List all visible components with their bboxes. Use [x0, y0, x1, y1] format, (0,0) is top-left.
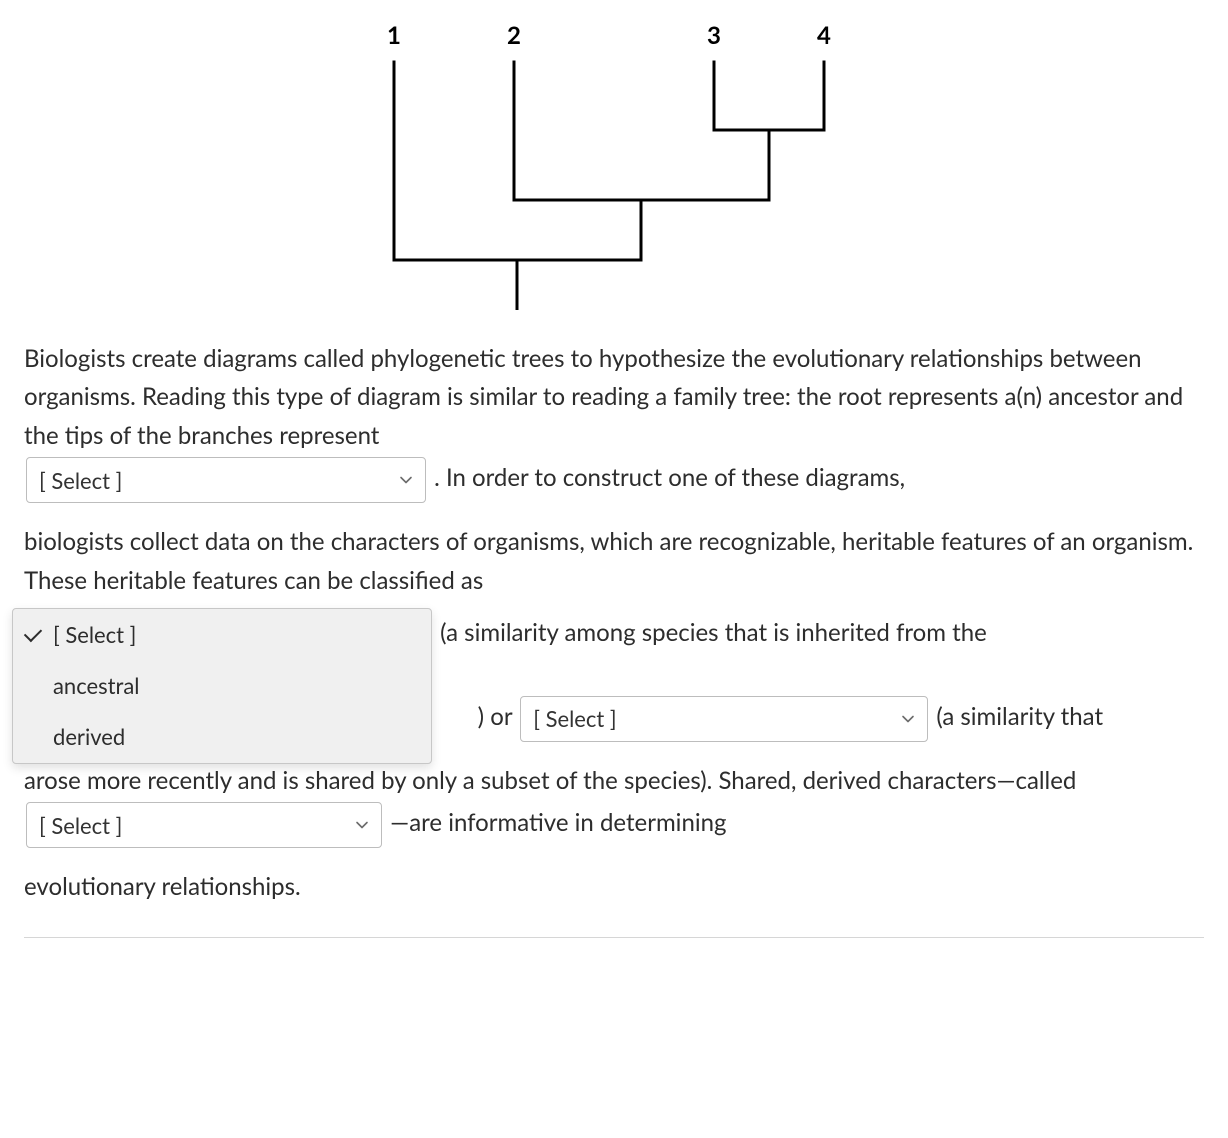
chevron-down-icon: [901, 712, 915, 726]
text-segment: (a similarity among species that is inhe…: [440, 618, 987, 647]
select-2-dropdown-open[interactable]: [ Select ]ancestralderived: [12, 608, 432, 764]
text-segment: —are informative in determining: [390, 808, 726, 837]
chevron-down-icon: [399, 473, 413, 487]
select-1[interactable]: [ Select ]: [26, 457, 426, 503]
text-segment: ) or: [478, 702, 519, 731]
question-body: Biologists create diagrams called phylog…: [24, 340, 1204, 907]
svg-text:2: 2: [507, 21, 521, 50]
svg-text:4: 4: [817, 21, 831, 50]
select-3[interactable]: [ Select ]: [520, 696, 928, 742]
select-2-wrapper: [ Select ]ancestralderived: [24, 614, 434, 660]
select-4-text: [ Select ]: [39, 808, 347, 843]
phylo-tree-svg: 1 2 3 4: [354, 20, 874, 310]
svg-text:3: 3: [707, 21, 721, 50]
select-4[interactable]: [ Select ]: [26, 802, 382, 848]
divider: [24, 937, 1204, 938]
text-segment: arose more recently and is shared by onl…: [24, 766, 1076, 795]
phylo-tree-container: 1 2 3 4: [24, 20, 1204, 310]
text-segment: Biologists create diagrams called phylog…: [24, 344, 1183, 450]
text-segment: . In order to construct one of these dia…: [434, 463, 905, 492]
select-2-option[interactable]: ancestral: [13, 660, 431, 711]
select-2-option[interactable]: [ Select ]: [13, 609, 431, 660]
select-1-text: [ Select ]: [39, 463, 391, 498]
text-segment: evolutionary relationships.: [24, 872, 301, 901]
select-3-text: [ Select ]: [533, 701, 893, 736]
chevron-down-icon: [355, 818, 369, 832]
text-segment: biologists collect data on the character…: [24, 527, 1193, 594]
svg-text:1: 1: [387, 21, 401, 50]
select-2-option[interactable]: derived: [13, 711, 431, 762]
text-segment: (a similarity that: [936, 702, 1103, 731]
